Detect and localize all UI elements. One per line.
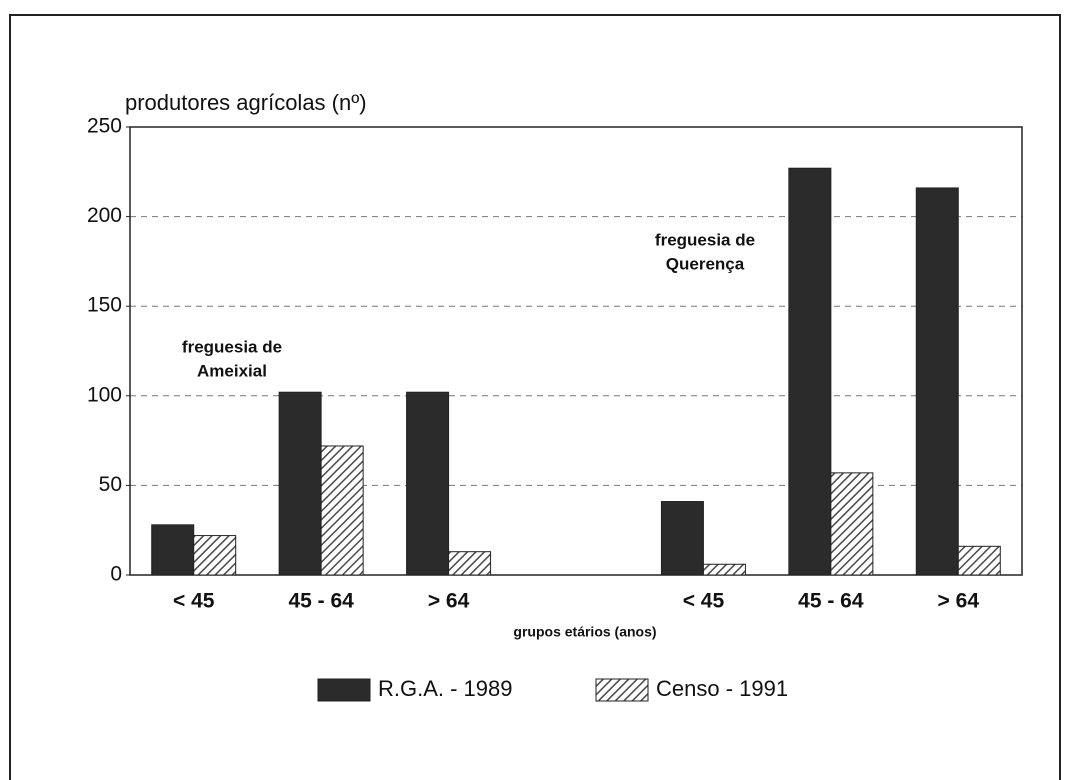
x-tick-label: < 45 — [173, 590, 215, 613]
bar — [957, 545, 1001, 576]
y-tick-label: 150 — [87, 294, 122, 317]
x-tick-label: 45 - 64 — [798, 590, 864, 613]
annotation: freguesia de — [182, 337, 282, 356]
bar — [320, 445, 364, 576]
legend-swatch — [317, 678, 371, 702]
legend-swatch — [595, 678, 649, 702]
bar — [448, 551, 492, 576]
bar — [406, 391, 450, 576]
x-tick-label: > 64 — [428, 590, 470, 613]
x-tick-label: > 64 — [938, 590, 980, 613]
y-axis-title: produtores agrícolas (nº) — [125, 90, 367, 115]
legend-label: Censo - 1991 — [656, 676, 788, 701]
x-tick-label: < 45 — [683, 590, 725, 613]
x-tick-label: 45 - 64 — [288, 590, 354, 613]
annotation: Ameixial — [197, 361, 267, 380]
legend-label: R.G.A. - 1989 — [378, 676, 513, 701]
bar — [830, 472, 874, 576]
frame — [9, 14, 1061, 780]
y-tick-label: 250 — [87, 115, 122, 138]
bar — [660, 501, 704, 576]
y-tick-label: 50 — [99, 473, 122, 496]
y-tick-label: 100 — [87, 383, 122, 406]
bar — [788, 167, 832, 576]
bar — [193, 535, 237, 576]
annotation: Querença — [666, 254, 745, 273]
x-axis-title: grupos etários (anos) — [513, 624, 656, 640]
plot-area — [129, 126, 1023, 576]
bar — [915, 187, 959, 576]
y-tick-label: 200 — [87, 204, 122, 227]
bar — [702, 563, 746, 576]
bar — [151, 524, 195, 576]
y-tick-label: 0 — [110, 563, 122, 586]
annotation: freguesia de — [655, 230, 755, 249]
bar — [278, 391, 322, 576]
